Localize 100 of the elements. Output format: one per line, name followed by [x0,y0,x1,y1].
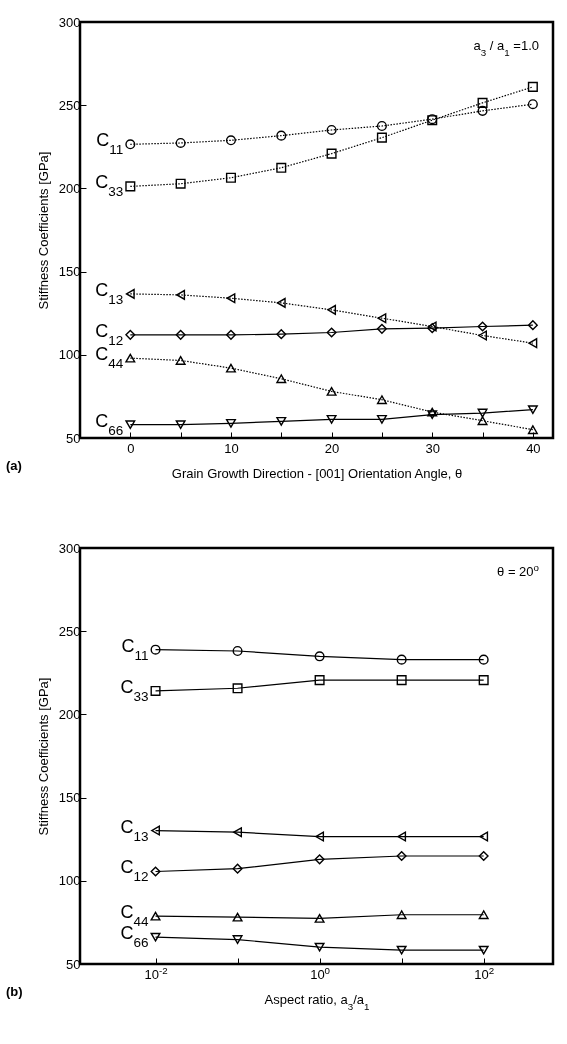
point [314,651,325,662]
point [225,329,236,340]
point [276,130,287,141]
point [314,854,325,865]
point [276,416,287,426]
point [377,313,387,324]
point [176,289,186,300]
point [125,329,136,340]
point [527,81,538,92]
point [125,139,136,150]
point [276,297,286,308]
x-tick-label: 10$^{-2}$ [144,964,168,982]
point [225,418,236,428]
point [232,863,243,874]
point [376,132,387,143]
x-tick-label: 10$^{0}$ [310,964,331,982]
point [396,910,407,920]
point [376,395,387,405]
point [478,910,489,920]
point [232,683,243,694]
point [326,124,337,136]
point [478,675,489,686]
point [478,330,487,341]
point [125,353,136,363]
annotation: a$_{3}$ / a$_{1}$ =1.0 [473,38,539,58]
point [315,831,325,842]
point [125,288,135,299]
series-label: C$_{11}$ [96,130,124,157]
point [477,416,488,426]
point [233,827,243,838]
point [151,825,160,836]
point [276,374,287,384]
y-axis-title: Stiffness Coefficients [GPa] [35,677,51,836]
point [396,850,407,862]
point [150,911,161,921]
point [477,105,488,116]
series-label: C$_{13}$ [95,279,124,307]
point [232,912,243,922]
point [150,932,161,942]
x-tick-label: 40 [526,440,541,456]
point [376,414,387,424]
point [477,97,488,108]
point [225,172,236,183]
x-axis-title: Aspect ratio, a$_{3}$/a$_{1}$ [264,991,370,1011]
point [477,408,488,418]
point [225,363,236,373]
point [527,99,538,110]
series-label: C$_{11}$ [121,635,149,663]
point [276,162,287,173]
y-axis-title: Stiffness Coefficients [GPa] [35,151,51,310]
annotation: θ = 20$^{o}$ [497,561,540,579]
point [226,293,236,304]
point [276,329,287,340]
point [150,644,161,655]
series-label: C$_{66}$ [95,410,124,438]
point [150,866,161,877]
x-tick-label: 20 [324,440,340,456]
point [175,329,186,340]
point [314,942,325,952]
point [175,356,186,365]
point [232,935,243,944]
point [376,120,387,132]
point [478,945,489,955]
point [396,675,407,686]
series-label: C$_{13}$ [120,816,149,844]
point [314,675,325,686]
series-label: C$_{33}$ [95,172,124,199]
point [314,913,325,923]
point [396,945,407,955]
point [397,831,407,842]
series-label: C$_{12}$ [120,857,149,884]
point [175,420,186,430]
point [477,321,488,332]
text: (a) [6,458,22,473]
series-label: C$_{33}$ [120,676,149,704]
point [326,327,337,338]
point [225,135,236,146]
point [150,685,161,696]
point [396,654,407,665]
point [478,850,489,862]
point [326,148,337,159]
x-tick-label: 10 [224,440,239,456]
point [232,645,243,657]
point [528,338,538,349]
point [175,178,186,189]
point [125,420,136,430]
point [326,414,337,424]
point [376,323,387,334]
x-tick-label: 10$^{2}$ [474,964,495,982]
point [125,181,136,192]
point [527,405,538,415]
x-axis-title: Grain Growth Direction - [001] Orientation Angle, θ [171,465,463,481]
text: (b) [6,984,23,999]
point [175,137,186,148]
point [326,386,337,396]
point [527,320,538,331]
x-tick-label: 0 [127,440,135,456]
point [478,654,489,665]
point [479,831,489,842]
point [527,425,538,435]
